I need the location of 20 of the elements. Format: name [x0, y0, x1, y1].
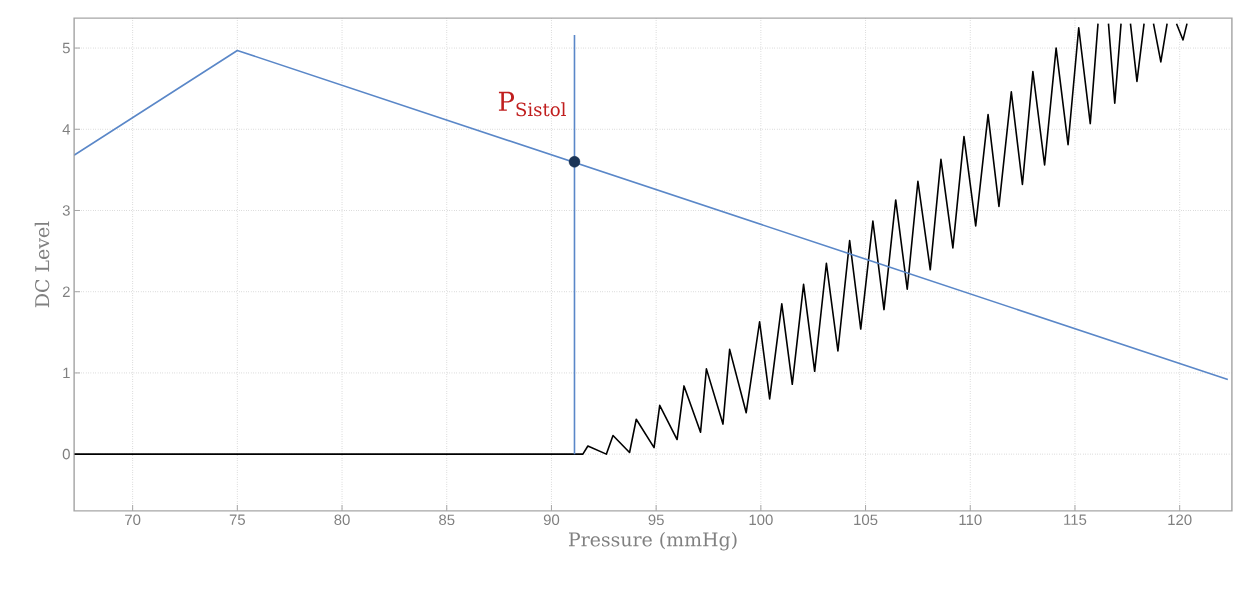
x-axis-title: Pressure (mmHg): [568, 531, 737, 551]
x-tick-label: 105: [854, 514, 878, 526]
annotation: P$_{Sistol}$: [498, 91, 566, 117]
x-tick-label: 70: [125, 514, 141, 526]
y-tick-label: 2: [62, 286, 70, 297]
x-tick-label: 115: [1064, 514, 1087, 525]
x-tick-label: 120: [1168, 514, 1192, 526]
x-tick-label: 100: [749, 514, 773, 526]
y-tick-label: 5: [62, 42, 70, 54]
x-tick-label: 110: [959, 514, 982, 526]
x-tick-label: 75: [229, 514, 246, 525]
y-tick-label: 1: [63, 367, 70, 379]
x-tick-label: 80: [334, 514, 350, 526]
y-tick-label: 3: [62, 205, 70, 216]
y-tick-label: 4: [62, 124, 71, 135]
x-tick-label: 95: [648, 514, 664, 526]
x-tick-label: 85: [439, 514, 455, 526]
y-tick-label: 0: [62, 448, 70, 460]
y-axis-title: DC Level: [34, 221, 50, 308]
x-tick-label: 90: [543, 514, 560, 526]
